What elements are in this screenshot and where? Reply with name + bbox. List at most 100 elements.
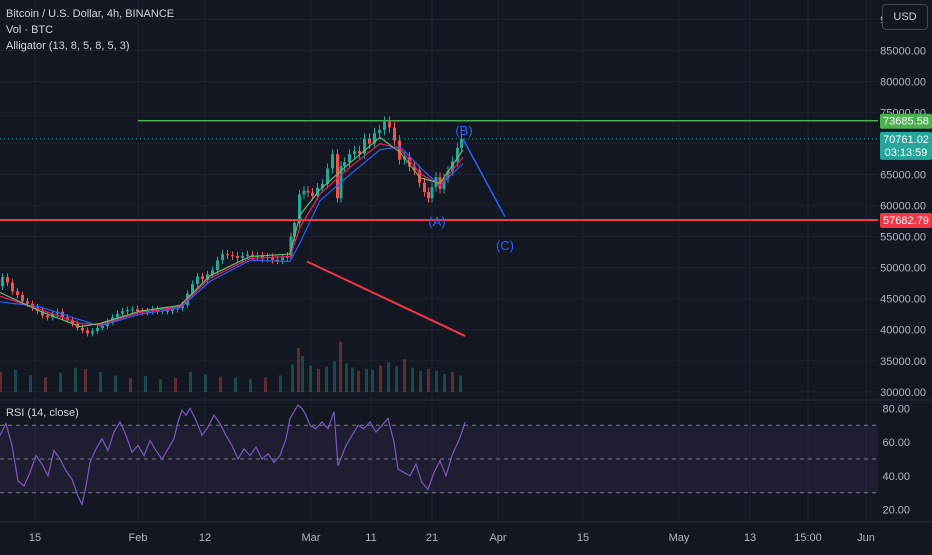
last-price-text: 70761.02 xyxy=(883,134,929,146)
volume-bar xyxy=(264,377,267,392)
time-axis-label: 15 xyxy=(29,532,41,544)
candle-body xyxy=(293,223,296,237)
volume-legend[interactable]: Vol · BTC xyxy=(6,24,54,36)
volume-bar xyxy=(144,376,147,392)
wave-label-a[interactable]: (A) xyxy=(428,214,445,229)
candle-body xyxy=(368,138,371,144)
wave-label-b[interactable]: (B) xyxy=(455,123,472,138)
candle-body xyxy=(451,161,454,171)
volume-bar xyxy=(317,368,320,392)
candle-body xyxy=(116,313,119,318)
candle-body xyxy=(398,140,401,160)
candle-body xyxy=(460,138,463,148)
volume-bar xyxy=(204,374,207,392)
candle-body xyxy=(91,330,94,334)
alligator-indicator xyxy=(0,136,464,328)
candle-body xyxy=(378,129,381,134)
symbol-legend[interactable]: Bitcoin / U.S. Dollar, 4h, BINANCE xyxy=(6,8,175,20)
candle-body xyxy=(171,309,174,312)
volume-bar xyxy=(435,370,438,392)
volume-bar xyxy=(427,368,430,392)
candle-body xyxy=(393,127,396,141)
volume-bar xyxy=(459,375,462,392)
candle-body xyxy=(298,194,301,224)
rsi-axis-label: 20.00 xyxy=(882,505,910,517)
rsi-axis-label: 60.00 xyxy=(882,437,910,449)
price-axis-label: 65000.00 xyxy=(880,170,926,182)
candle-body xyxy=(6,277,9,283)
wave-c-projection-line[interactable] xyxy=(462,138,506,218)
candlestick-series xyxy=(1,116,463,337)
bar-countdown-text: 03:13:59 xyxy=(885,147,928,159)
volume-bar xyxy=(74,367,77,392)
time-axis-label: Feb xyxy=(129,532,148,544)
drawing-layer[interactable]: (B) (A) (C) xyxy=(0,119,878,337)
candle-body xyxy=(413,166,416,171)
volume-bar xyxy=(14,369,17,392)
descending-trendline[interactable] xyxy=(306,260,466,337)
alligator-lips-line xyxy=(0,136,464,328)
candle-body xyxy=(206,274,209,279)
candle-body xyxy=(261,255,264,259)
candle-body xyxy=(241,255,244,258)
volume-bar xyxy=(451,371,454,392)
volume-bar xyxy=(309,365,312,392)
rsi-axis-label: 40.00 xyxy=(882,471,910,483)
candle-body xyxy=(26,301,29,304)
wave-label-c[interactable]: (C) xyxy=(496,238,514,253)
time-axis-label: Jun xyxy=(857,532,875,544)
candle-body xyxy=(191,283,194,294)
price-axis-label: 45000.00 xyxy=(880,294,926,306)
volume-bar xyxy=(403,359,406,392)
candle-body xyxy=(363,138,366,154)
candle-body xyxy=(383,121,386,130)
candle-body xyxy=(16,291,19,296)
candle-body xyxy=(353,151,356,155)
candle-body xyxy=(231,255,234,257)
rsi-legend[interactable]: RSI (14, close) xyxy=(6,407,79,419)
currency-button[interactable]: USD xyxy=(882,4,928,30)
candle-body xyxy=(221,254,224,261)
alligator-legend[interactable]: Alligator (13, 8, 5, 8, 5, 3) xyxy=(6,40,130,52)
candle-body xyxy=(46,315,49,318)
price-axis-label: 85000.00 xyxy=(880,46,926,58)
volume-bar xyxy=(29,375,32,392)
time-axis-label: May xyxy=(669,532,690,544)
volume-bar xyxy=(325,366,328,392)
volume-bar xyxy=(333,361,336,392)
last-price-tag xyxy=(880,131,932,160)
candle-body xyxy=(311,192,314,196)
volume-bar xyxy=(387,362,390,392)
volume-bar xyxy=(411,367,414,392)
candle-body xyxy=(442,178,446,189)
volume-bar xyxy=(174,377,177,392)
time-axis-label: Apr xyxy=(489,532,506,544)
volume-bars xyxy=(0,341,462,392)
volume-bar xyxy=(379,365,382,392)
candle-body xyxy=(321,183,324,188)
price-axis-label: 30000.00 xyxy=(880,387,926,399)
volume-bar xyxy=(365,368,368,392)
candle-body xyxy=(271,257,274,260)
time-axis-label: 21 xyxy=(426,532,438,544)
price-axis-label: 80000.00 xyxy=(880,77,926,89)
price-axis-label: 60000.00 xyxy=(880,201,926,213)
rsi-axis-label: 80.00 xyxy=(882,403,910,415)
candle-body xyxy=(281,257,284,261)
price-axis-label: 35000.00 xyxy=(880,356,926,368)
volume-bar xyxy=(291,364,294,392)
candle-body xyxy=(81,327,84,331)
candle-body xyxy=(71,319,74,324)
price-axis-label: 55000.00 xyxy=(880,232,926,244)
rsi-line xyxy=(0,404,466,507)
candle-body xyxy=(96,327,99,331)
candle-body xyxy=(358,151,361,154)
volume-bar xyxy=(159,379,162,392)
candle-body xyxy=(430,187,434,199)
volume-bar xyxy=(443,374,446,392)
candle-body xyxy=(216,260,219,271)
alligator-teeth-line xyxy=(0,142,464,326)
